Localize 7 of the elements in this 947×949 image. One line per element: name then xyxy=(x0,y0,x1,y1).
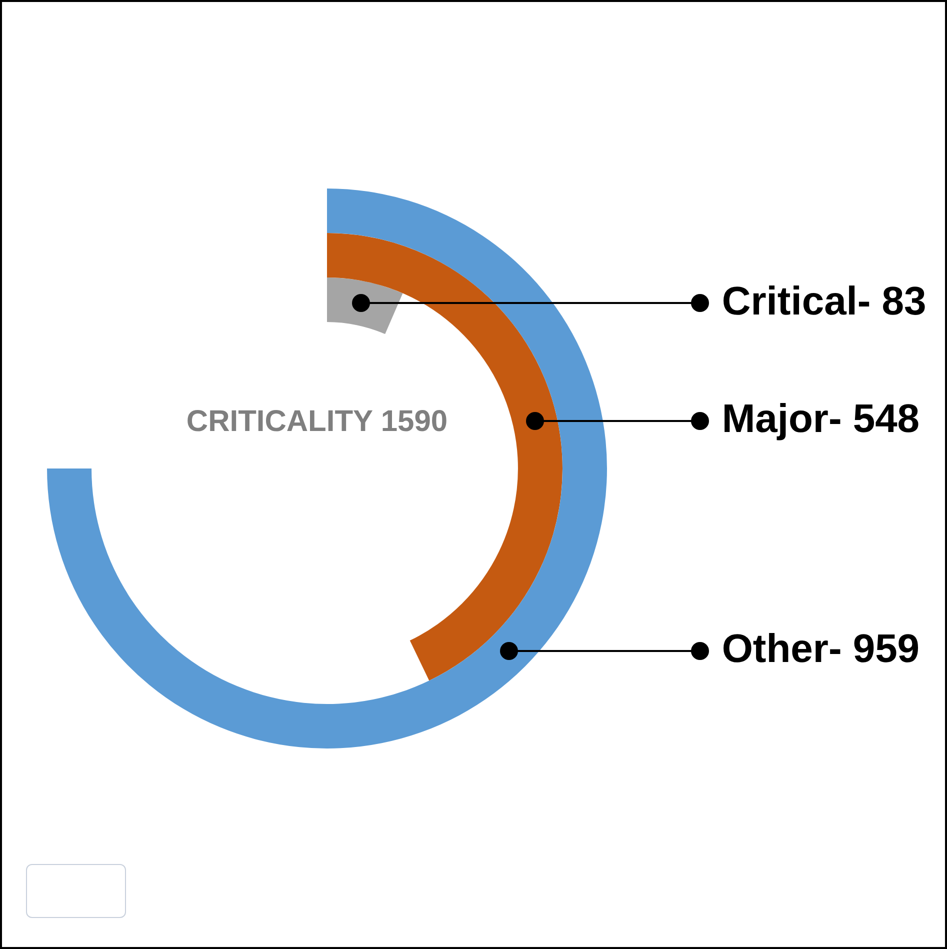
data-label: 83 xyxy=(882,279,926,324)
data-label: 959 xyxy=(852,626,920,671)
data-label: 548 xyxy=(852,397,920,442)
category-label: Critical- xyxy=(722,279,871,324)
text: CRITICALITY 1590 xyxy=(186,404,448,438)
category-label: Other- xyxy=(722,626,842,671)
category-label: Major- xyxy=(722,397,842,442)
